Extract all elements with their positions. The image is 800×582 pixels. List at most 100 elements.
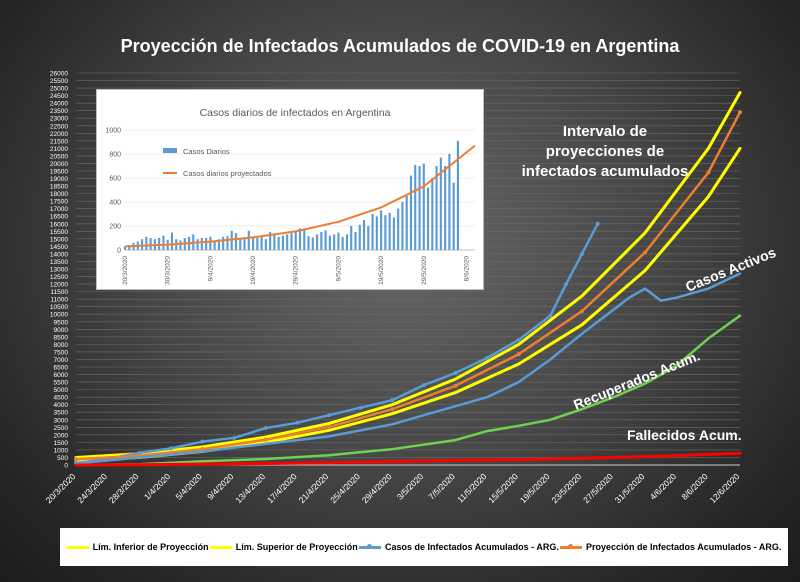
inset-bar — [384, 215, 387, 250]
y-tick-label: 14000 — [50, 251, 68, 258]
y-tick-label: 5500 — [54, 380, 69, 387]
inset-bar — [320, 232, 323, 250]
y-tick-label: 22500 — [50, 123, 68, 130]
series-point-proyeccion-de-infectados-acumulados-arg — [738, 110, 742, 115]
y-tick-label: 15500 — [50, 229, 68, 236]
legend-item-lim-superior-de-proyeccion: Lím. Superior de Proyección — [209, 542, 358, 552]
y-tick-label: 10500 — [50, 304, 68, 311]
inset-bar — [328, 235, 331, 250]
legend-swatch — [209, 545, 232, 549]
y-tick-label: 2000 — [54, 432, 69, 439]
y-tick-label: 20500 — [50, 153, 68, 160]
inset-bar — [452, 182, 455, 250]
chart-title: Proyección de Infectados Acumulados de C… — [121, 36, 681, 56]
inset-y-tick-label: 0 — [117, 248, 121, 255]
inset-bar — [239, 239, 242, 250]
y-tick-label: 4500 — [54, 395, 69, 402]
inset-bar — [388, 212, 391, 250]
inset-legend-swatch-daily — [163, 148, 177, 153]
series-point-casos-de-infectados-acumulados-arg — [564, 282, 569, 287]
inset-y-tick-label: 200 — [109, 224, 121, 231]
y-tick-label: 23500 — [50, 108, 68, 115]
inset-bar — [448, 154, 451, 250]
inset-bar — [392, 217, 395, 250]
inset-bar — [371, 214, 374, 250]
series-point-proyeccion-de-infectados-acumulados-arg — [74, 457, 78, 462]
y-tick-label: 12500 — [50, 274, 68, 281]
series-point-casos-de-infectados-acumulados-arg — [263, 426, 268, 431]
y-tick-label: 6500 — [54, 365, 69, 372]
inset-bar — [350, 226, 353, 250]
y-tick-label: 18500 — [50, 184, 68, 191]
y-tick-label: 17500 — [50, 199, 68, 206]
inset-bar — [226, 236, 229, 250]
y-tick-label: 25500 — [50, 78, 68, 85]
y-tick-label: 500 — [57, 455, 68, 462]
y-tick-label: 12000 — [50, 282, 68, 289]
y-tick-label: 14500 — [50, 244, 68, 251]
inset-bar — [418, 166, 421, 250]
y-tick-label: 3000 — [54, 417, 69, 424]
annotation-deaths: Fallecidos Acum. — [627, 427, 742, 443]
y-tick-label: 9500 — [54, 319, 69, 326]
inset-bar — [234, 233, 238, 250]
inset-x-tick-label: 29/4/2020 — [293, 256, 300, 285]
y-tick-label: 19000 — [50, 176, 68, 183]
inset-bar — [405, 196, 408, 250]
x-tick-label: 25/4/2020 — [328, 471, 362, 505]
series-point-proyeccion-de-infectados-acumulados-arg — [326, 424, 331, 429]
x-tick-label: 17/4/2020 — [265, 471, 299, 505]
series-line-casos-activos — [74, 272, 742, 465]
inset-x-tick-label: 20/3/2020 — [122, 256, 129, 285]
series-point-casos-de-infectados-acumulados-arg — [232, 435, 237, 440]
inset-bar — [358, 224, 361, 250]
y-tick-label: 13000 — [50, 267, 68, 274]
y-tick-label: 24000 — [50, 101, 68, 108]
inset-chart-svg: Casos diarios de infectados en Argentina… — [105, 107, 476, 285]
series-line-recuperados-acum — [74, 314, 742, 467]
inset-bar — [401, 202, 404, 250]
y-tick-label: 2500 — [54, 425, 69, 432]
x-tick-label: 12/6/2020 — [708, 471, 742, 505]
inset-x-tick-label: 29/5/2020 — [421, 256, 428, 285]
series-line-fallecidos-acum — [74, 451, 742, 467]
x-tick-label: 23/5/2020 — [549, 471, 583, 505]
x-tick-label: 28/3/2020 — [107, 471, 141, 505]
inset-bar — [380, 210, 383, 250]
x-tick-label: 8/6/2020 — [679, 471, 710, 502]
x-tick-label: 9/4/2020 — [205, 471, 236, 502]
y-tick-label: 4000 — [54, 402, 69, 409]
series-line-proyeccion-de-infectados-acumulados-arg — [74, 110, 742, 461]
inset-x-tick-label: 9/4/2020 — [207, 256, 214, 282]
series-point-proyeccion-de-infectados-acumulados-arg — [453, 383, 458, 388]
legend-label: Casos de Infectados Acumulados - ARG. — [384, 542, 559, 552]
y-tick-label: 11500 — [50, 289, 68, 296]
inset-bar — [162, 235, 165, 250]
inset-bar — [409, 175, 413, 250]
inset-bar — [397, 208, 400, 250]
inset-bar — [260, 236, 263, 250]
inset-bar — [217, 239, 220, 250]
legend-marker — [568, 543, 573, 549]
inset-bar — [354, 232, 357, 250]
series-point-proyeccion-de-infectados-acumulados-arg — [390, 407, 395, 412]
chart-legend: Lím. Inferior de Proyección Lím. Superior… — [60, 528, 788, 566]
inset-bar — [128, 245, 131, 250]
series-point-casos-de-infectados-acumulados-arg — [516, 337, 521, 342]
series-point-casos-de-infectados-acumulados-arg — [326, 413, 331, 418]
x-tick-label: 15/5/2020 — [486, 471, 520, 505]
x-tick-label: 20/3/2020 — [44, 471, 78, 505]
y-tick-label: 20000 — [50, 161, 68, 168]
inset-bar — [170, 232, 174, 250]
series-point-casos-de-infectados-acumulados-arg — [390, 398, 395, 403]
inset-y-tick-label: 800 — [109, 152, 121, 159]
inset-bar — [431, 178, 434, 250]
inset-bar — [324, 230, 327, 250]
legend-item-proyeccion-de-infectados-acumulados-arg: Proyección de Infectados Acumulados - AR… — [560, 542, 781, 552]
inset-bar — [316, 234, 319, 250]
y-tick-label: 11000 — [50, 297, 68, 304]
legend-label: Lím. Superior de Proyección — [235, 542, 358, 552]
x-tick-label: 19/5/2020 — [518, 471, 552, 505]
inset-y-tick-label: 1000 — [105, 128, 121, 135]
inset-x-tick-label: 30/3/2020 — [165, 256, 172, 285]
